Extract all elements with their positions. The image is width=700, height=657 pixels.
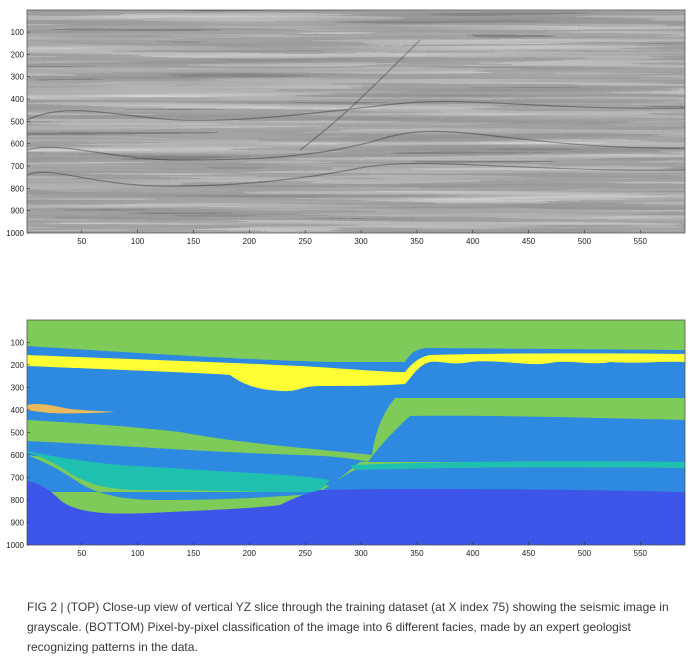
bottom-x-tick-label: 50 bbox=[77, 549, 86, 558]
facies-orange bbox=[27, 403, 115, 414]
bottom-y-tick-label: 300 bbox=[11, 383, 25, 392]
top-x-tick-label: 150 bbox=[187, 237, 201, 246]
seismic-panel: 50 100 150 200 250 300 350 400 450 500 550 100 200 30… bbox=[6, 9, 686, 246]
top-y-tick-label: 700 bbox=[11, 162, 25, 171]
facies-blue-2 bbox=[27, 415, 685, 486]
top-x-tick-label: 400 bbox=[466, 237, 480, 246]
bottom-y-tick-label: 900 bbox=[11, 518, 25, 527]
bottom-x-tick-label: 400 bbox=[466, 549, 480, 558]
figure-caption: FIG 2 | (TOP) Close-up view of vertical … bbox=[27, 600, 669, 654]
bottom-x-tick-label: 350 bbox=[410, 549, 424, 558]
bottom-y-tick-label: 800 bbox=[11, 496, 25, 505]
top-x-tick-label: 200 bbox=[243, 237, 257, 246]
top-x-tick-label: 350 bbox=[410, 237, 424, 246]
top-x-tick-label: 500 bbox=[578, 237, 592, 246]
facies-panel: 50 100 150 200 250 300 350 400 450 500 550 100 200 30… bbox=[6, 319, 686, 558]
top-y-tick-label: 600 bbox=[11, 140, 25, 149]
bottom-y-tick-label: 500 bbox=[11, 428, 25, 437]
bottom-x-tick-label: 550 bbox=[634, 549, 648, 558]
top-y-tick-label: 500 bbox=[11, 117, 25, 126]
top-y-tick-label: 100 bbox=[11, 28, 25, 37]
top-x-tick-label: 300 bbox=[354, 237, 368, 246]
top-x-tick-label: 50 bbox=[77, 237, 86, 246]
top-y-tick-label: 300 bbox=[11, 73, 25, 82]
top-x-tick-label: 100 bbox=[131, 237, 145, 246]
top-y-tick-label: 400 bbox=[11, 95, 25, 104]
bottom-y-tick-label: 600 bbox=[11, 451, 25, 460]
bottom-y-tick-label: 700 bbox=[11, 473, 25, 482]
top-x-tick-label: 550 bbox=[634, 237, 648, 246]
facies-blue-3 bbox=[27, 455, 685, 500]
top-y-tick-label: 800 bbox=[11, 184, 25, 193]
top-y-tick-label: 900 bbox=[11, 207, 25, 216]
top-x-tick-label: 250 bbox=[298, 237, 312, 246]
bottom-x-tick-label: 500 bbox=[578, 549, 592, 558]
bottom-x-tick-label: 250 bbox=[298, 549, 312, 558]
bottom-y-tick-label: 200 bbox=[11, 361, 25, 370]
facies-blue-1 bbox=[27, 346, 685, 455]
top-x-tick-label: 450 bbox=[522, 237, 536, 246]
bottom-y-tick-label: 100 bbox=[11, 338, 25, 347]
bottom-x-tick-label: 450 bbox=[522, 549, 536, 558]
facies-indigo bbox=[27, 481, 685, 545]
facies-cyan-left bbox=[27, 451, 330, 494]
bottom-y-tick-label: 1000 bbox=[6, 541, 24, 550]
bottom-x-tick-label: 150 bbox=[187, 549, 201, 558]
facies-cyan-right bbox=[350, 461, 685, 470]
seismic-image bbox=[27, 10, 685, 233]
facies-yellow bbox=[27, 353, 685, 392]
top-y-tick-label: 200 bbox=[11, 50, 25, 59]
bottom-y-tick-label: 400 bbox=[11, 406, 25, 415]
bottom-x-tick-label: 200 bbox=[243, 549, 257, 558]
top-y-tick-label: 1000 bbox=[6, 229, 24, 238]
bottom-x-tick-label: 300 bbox=[354, 549, 368, 558]
bottom-x-tick-label: 100 bbox=[131, 549, 145, 558]
